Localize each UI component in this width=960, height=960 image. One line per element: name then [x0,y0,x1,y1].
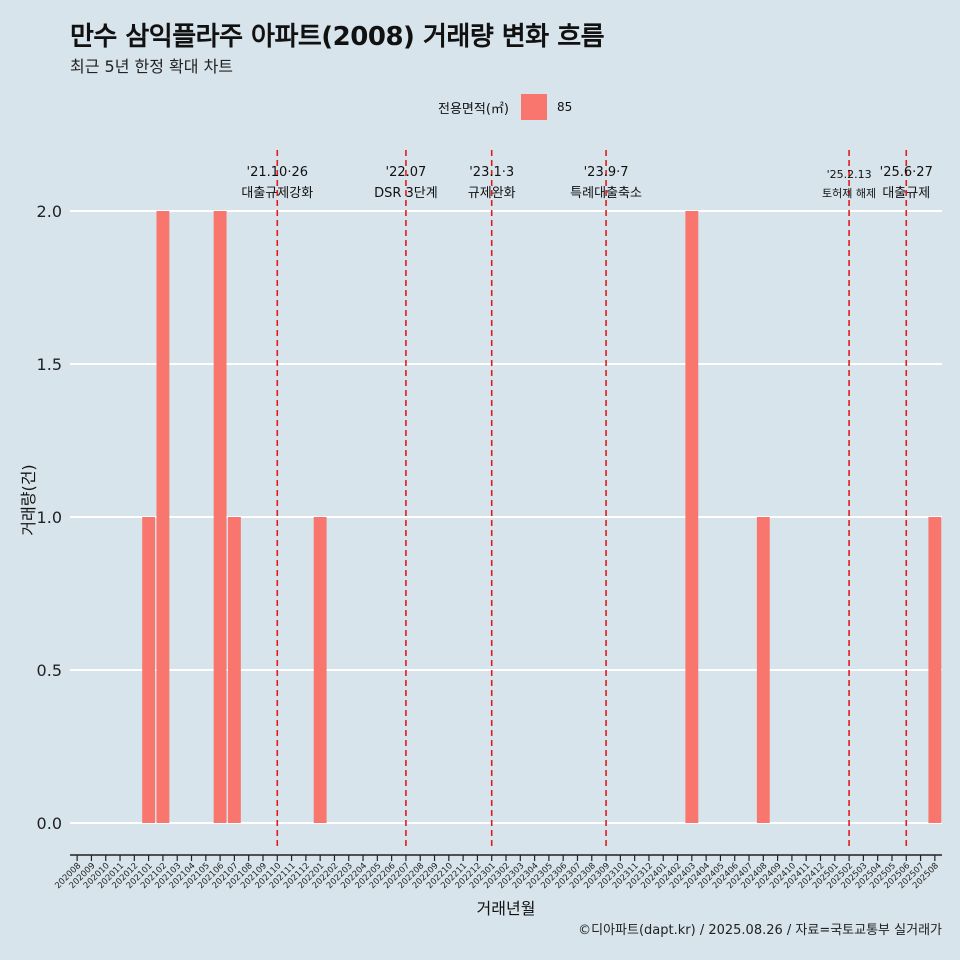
y-tick-label: 1.0 [37,508,62,527]
event-date-label: '21.10·26 [247,165,308,180]
event-text-label: DSR 3단계 [374,186,438,201]
event-date-label: '25.2.13 [827,168,872,181]
chart-subtitle: 최근 5년 한정 확대 차트 [70,57,234,76]
chart-title: 만수 삼익플라주 아파트(2008) 거래량 변화 흐름 [70,22,605,52]
legend-swatch [520,94,547,120]
bar [227,517,241,823]
event-date-label: '22.07 [386,165,427,180]
source-caption: ©디아파트(dapt.kr) / 2025.08.26 / 자료=국토교통부 실… [578,923,942,938]
x-axis-title: 거래년월 [477,899,536,918]
y-tick-label: 0.5 [37,661,62,680]
y-tick-label: 2.0 [37,202,62,221]
event-text-label: 대출규제 [882,186,930,201]
bar [928,517,942,823]
event-text-label: 규제완화 [468,186,516,201]
bar [313,517,327,823]
y-tick-label: 1.5 [37,355,62,374]
legend-item-label: 85 [556,100,573,114]
event-text-label: 특례대출축소 [570,186,642,201]
event-date-label: '25.6·27 [880,165,933,180]
event-date-label: '23.1·3 [469,165,514,180]
y-tick-label: 0.0 [37,814,62,833]
bar [756,517,770,823]
bar [685,211,699,823]
legend: 전용면적(㎡) 85 [438,93,572,121]
event-text-label: 토허제 해제 [822,186,876,200]
bar [213,211,227,823]
legend-title: 전용면적(㎡) [438,101,509,117]
event-date-label: '23.9·7 [584,165,629,180]
y-axis-title: 거래량(건) [19,464,38,535]
event-text-label: 대출규제강화 [241,186,313,201]
bar [156,211,170,823]
bar [142,517,156,823]
